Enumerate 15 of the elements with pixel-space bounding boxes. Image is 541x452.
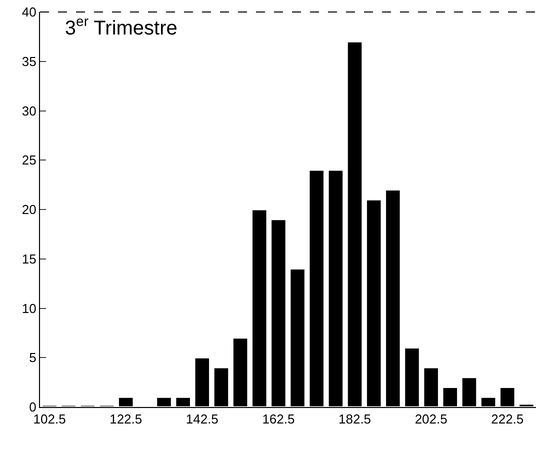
x-tick-label: 222.5	[491, 412, 524, 427]
x-tick-label: 142.5	[186, 412, 218, 427]
y-tick-label: 30	[22, 103, 36, 118]
y-tick-label: 35	[22, 54, 36, 69]
y-tick-label: 40	[22, 4, 36, 20]
y-tick-label: 5	[29, 350, 36, 366]
y-tick-label: 20	[22, 202, 36, 218]
x-tick-label: 202.5	[414, 412, 448, 427]
x-tick-label: 122.5	[110, 412, 142, 427]
y-tick-label: 15	[22, 251, 36, 266]
x-tick-label: 182.5	[338, 412, 372, 427]
chart-title: 3$^{er}$ Trimestre	[64, 12, 178, 40]
y-tick-label: 25	[22, 152, 36, 168]
x-tick-label: 162.5	[262, 412, 295, 427]
y-tick-label: 10	[22, 300, 36, 316]
